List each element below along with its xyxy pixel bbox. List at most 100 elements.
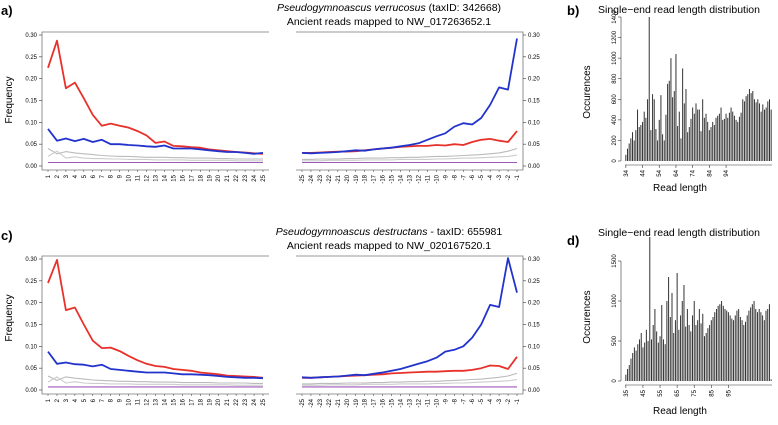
panel-b-xtick-label: 54 bbox=[657, 169, 663, 176]
panel-a-xtick-left-label: 3 bbox=[64, 174, 70, 178]
panel-d-xtick-label: 55 bbox=[658, 389, 664, 396]
panel-c-series-left bbox=[47, 351, 264, 380]
panel-a-xtick-left-label: 2 bbox=[55, 174, 61, 178]
panel-c-lineplot: 0.00 0.00 0.05 0.05 0.10 0.10 0.15 0.15 0.20 0.20… bbox=[25, 255, 540, 408]
panel-a-xtick-right-label: -21 bbox=[336, 174, 342, 183]
panel-c-xtick-left-label: 13 bbox=[154, 398, 160, 405]
panel-c-xtick-left-label: 5 bbox=[82, 398, 88, 402]
panel-a-xtick-right-label: -23 bbox=[318, 174, 324, 183]
panel-c-series-left bbox=[47, 258, 264, 379]
panel-c-xtick-left-label: 10 bbox=[127, 398, 133, 405]
panel-a-series-right bbox=[302, 147, 518, 160]
panel-d-xtick-label: 45 bbox=[641, 389, 647, 396]
panel-a-xtick-left-label: 6 bbox=[91, 174, 97, 178]
panel-a-xtick-left-label: 11 bbox=[136, 174, 142, 181]
panel-a-xtick-right-label: -7 bbox=[461, 174, 467, 180]
panel-a-series-right bbox=[302, 154, 518, 162]
panel-c-xtick-left-label: 23 bbox=[243, 398, 249, 405]
panel-a-xtick-left-label: 23 bbox=[243, 174, 249, 181]
panel-d-ytick-label: 1000 bbox=[612, 294, 618, 308]
panel-a-frame-right bbox=[296, 31, 524, 171]
panel-c-series-right bbox=[301, 257, 518, 379]
panel-c-xtick-left-label: 9 bbox=[118, 398, 124, 402]
panel-c-xtick-left-label: 8 bbox=[109, 398, 115, 402]
panel-d-xtick-label: 85 bbox=[709, 389, 715, 396]
panel-a-ytick-left-label: 0.15 bbox=[25, 99, 37, 105]
panel-a-xtick-left-label: 4 bbox=[73, 174, 79, 178]
panel-c-xtick-left-label: 19 bbox=[207, 398, 213, 405]
panel-c-xtick-left-label: 6 bbox=[91, 398, 97, 402]
panel-b-ytick-label: 1000 bbox=[612, 51, 618, 65]
panel-a-xtick-right-label: -2 bbox=[506, 174, 512, 180]
panel-c-xtick-right-label: -6 bbox=[470, 398, 476, 404]
panel-a-xtick-left-label: 7 bbox=[100, 174, 106, 178]
panel-a-xtick-left-label: 10 bbox=[127, 174, 133, 181]
panel-a-xtick-right-label: -25 bbox=[300, 174, 306, 183]
panel-c-ytick-left-label: 0.20 bbox=[25, 301, 37, 307]
panel-d-xlabel: Read length bbox=[653, 406, 707, 417]
panel-a-xtick-right-label: -20 bbox=[345, 174, 351, 183]
panel-c-ytick-left-label: 0.15 bbox=[25, 323, 37, 329]
panel-c-xtick-right-label: -11 bbox=[425, 398, 431, 407]
panel-c-series-right bbox=[302, 372, 518, 385]
panel-a-xtick-right-label: -1 bbox=[515, 174, 521, 180]
panel-c-xtick-right-label: -1 bbox=[515, 398, 521, 404]
panel-c-xtick-right-label: -24 bbox=[309, 398, 315, 407]
panel-a-xtick-left-label: 14 bbox=[162, 174, 168, 181]
panel-b-ytick-label: 800 bbox=[612, 73, 618, 84]
panel-b-xtick-label: 84 bbox=[707, 169, 713, 176]
panel-a-xtick-left-label: 9 bbox=[118, 174, 124, 178]
panel-c-xtick-right-label: -10 bbox=[434, 398, 440, 407]
panel-b-ytick-label: 600 bbox=[612, 94, 618, 105]
panel-b-ytick-label: 1200 bbox=[612, 30, 618, 44]
panel-a-xtick-right-label: -5 bbox=[479, 174, 485, 180]
panel-b-xtick-label: 44 bbox=[641, 169, 647, 176]
panel-c-ytick-right-label: 0.25 bbox=[528, 279, 540, 285]
panel-c-xtick-left-label: 3 bbox=[64, 398, 70, 402]
panel-a-xtick-right-label: -9 bbox=[443, 174, 449, 180]
panel-c-ytick-left-label: 0.05 bbox=[25, 366, 37, 372]
panel-a-lineplot: 0.00 0.00 0.05 0.05 0.10 0.10 0.15 0.15 0.20 0.20… bbox=[25, 31, 540, 184]
panel-c-xtick-left-label: 12 bbox=[145, 398, 151, 405]
panel-a-xtick-right-label: -3 bbox=[497, 174, 503, 180]
panel-b-histogram: 0 200 400 600 800 1000 1200 1400 34 44 54 64 74 84 94 bbox=[612, 10, 772, 177]
panel-c-xtick-left-label: 21 bbox=[225, 398, 231, 405]
panel-a-subtitle: Ancient reads mapped to NW_017263652.1 bbox=[287, 16, 491, 28]
panel-b-ytick-label: 0 bbox=[612, 159, 618, 163]
panel-a-xtick-right-label: -14 bbox=[399, 174, 405, 183]
panel-a-xtick-left-label: 15 bbox=[171, 174, 177, 181]
panel-d-xtick-label: 95 bbox=[726, 389, 732, 396]
panel-c-xtick-left-label: 2 bbox=[55, 398, 61, 402]
panel-c-species: Pseudogymnoascus destructans bbox=[276, 226, 429, 238]
panel-d-xtick-label: 75 bbox=[692, 389, 698, 396]
panel-c-xtick-left-label: 25 bbox=[261, 398, 267, 405]
panel-a-xtick-right-label: -24 bbox=[309, 174, 315, 183]
panel-a-xtick-left-label: 8 bbox=[109, 174, 115, 178]
panel-c-xtick-right-label: -3 bbox=[497, 398, 503, 404]
panel-a-xtick-left-label: 22 bbox=[234, 174, 240, 181]
panel-a-ytick-left-label: 0.05 bbox=[25, 142, 37, 148]
panel-c-xtick-right-label: -25 bbox=[300, 398, 306, 407]
panel-c-xtick-right-label: -4 bbox=[488, 398, 494, 404]
panel-a-frame-left bbox=[41, 31, 269, 171]
panel-a-xtick-left-label: 25 bbox=[261, 174, 267, 181]
panel-a-xtick-left-label: 18 bbox=[198, 174, 204, 181]
panel-c-xtick-right-label: -15 bbox=[390, 398, 396, 407]
panel-c-ytick-right-label: 0.20 bbox=[528, 301, 540, 307]
panel-d-xtick-label: 35 bbox=[624, 389, 630, 396]
panel-a-series-right bbox=[302, 130, 518, 154]
panel-a-xtick-right-label: -6 bbox=[470, 174, 476, 180]
panel-a-xtick-left-label: 19 bbox=[207, 174, 213, 181]
panel-a-ytick-right-label: 0.30 bbox=[528, 33, 540, 39]
panel-a-series-right bbox=[301, 38, 518, 155]
panel-c-ytick-right-label: 0.05 bbox=[528, 366, 540, 372]
panel-c-xtick-right-label: -14 bbox=[399, 398, 405, 407]
panel-c-ytick-right-label: 0.00 bbox=[528, 388, 540, 394]
panel-c-ylabel: Frequency bbox=[4, 294, 15, 341]
panel-b-ylabel: Occurences bbox=[582, 65, 593, 118]
panel-a-xtick-right-label: -17 bbox=[372, 174, 378, 183]
panel-a-xtick-right-label: -10 bbox=[434, 174, 440, 183]
panel-c-xtick-right-label: -8 bbox=[452, 398, 458, 404]
panel-a-ytick-right-label: 0.25 bbox=[528, 55, 540, 61]
panel-a-xtick-left-label: 16 bbox=[180, 174, 186, 181]
